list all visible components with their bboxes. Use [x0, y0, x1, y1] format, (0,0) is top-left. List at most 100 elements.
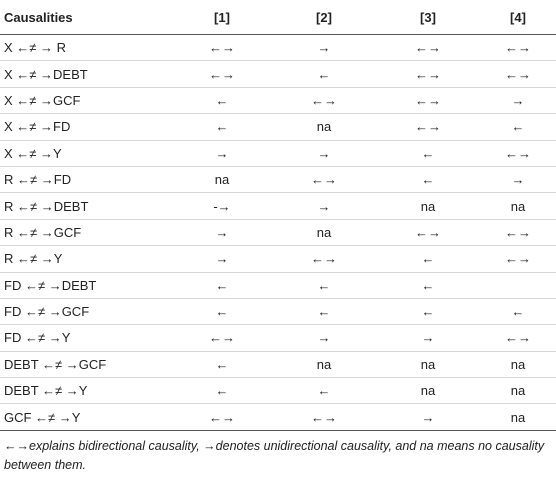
- table-row: R ←≠ →GCF → na ←→ ←→: [0, 219, 556, 247]
- row-label: X ←≠ →DEBT: [0, 60, 172, 88]
- cell: ←→: [480, 324, 556, 352]
- row-label: X ←≠ →Y: [0, 140, 172, 167]
- table-row: GCF ←≠ →Y ←→ ←→ → na: [0, 403, 556, 431]
- cell: ←→: [376, 34, 480, 62]
- cell: ←: [272, 377, 376, 405]
- table-row: X ←≠ →GCF ← ←→ ←→ →: [0, 87, 556, 115]
- table-row: X ←≠ → R ←→ → ←→ ←→: [0, 34, 556, 62]
- cell: ←→: [172, 324, 272, 352]
- cell: ←: [376, 298, 480, 326]
- cell: [480, 272, 556, 299]
- cell: ←: [172, 272, 272, 299]
- cell: na: [480, 403, 556, 431]
- cell: na: [272, 219, 376, 247]
- table-row: FD ←≠ →GCF ← ← ← ←: [0, 298, 556, 326]
- row-label: R ←≠ →Y: [0, 245, 172, 273]
- cell: →: [172, 219, 272, 247]
- row-label: R ←≠ →GCF: [0, 219, 172, 247]
- cell: na: [376, 351, 480, 379]
- table-row: R ←≠ →Y → ←→ ← ←→: [0, 245, 556, 273]
- cell: ←→: [480, 34, 556, 62]
- cell: ←: [272, 272, 376, 299]
- cell: ←→: [480, 140, 556, 167]
- cell: na: [376, 192, 480, 220]
- cell: na: [172, 166, 272, 194]
- cell: ←→: [376, 87, 480, 115]
- column-header: [1]: [172, 0, 272, 35]
- cell: →: [376, 324, 480, 352]
- cell: ←: [376, 140, 480, 167]
- column-header: Causalities: [0, 0, 172, 35]
- row-label: R ←≠ →DEBT: [0, 192, 172, 220]
- column-header: [3]: [376, 0, 480, 35]
- table-row: FD ←≠ →Y ←→ → → ←→: [0, 324, 556, 352]
- cell: ←→: [172, 60, 272, 88]
- cell: ←→: [272, 245, 376, 273]
- row-label: FD ←≠ →DEBT: [0, 272, 172, 299]
- table-row: X ←≠ →DEBT ←→ ← ←→ ←→: [0, 60, 556, 88]
- cell: ←: [480, 113, 556, 141]
- row-label: X ←≠ →FD: [0, 113, 172, 141]
- table-row: DEBT ←≠ →Y ← ← na na: [0, 377, 556, 405]
- row-label: FD ←≠ →GCF: [0, 298, 172, 326]
- cell: ←→: [480, 245, 556, 273]
- cell: na: [480, 192, 556, 220]
- footnote: ←→explains bidirectional causality, →den…: [4, 438, 545, 472]
- cell: →: [272, 34, 376, 62]
- cell: na: [480, 377, 556, 405]
- row-label: FD ←≠ →Y: [0, 324, 172, 352]
- row-label: GCF ←≠ →Y: [0, 403, 172, 431]
- cell: →: [172, 245, 272, 273]
- cell: ←: [172, 351, 272, 379]
- cell: →: [172, 140, 272, 167]
- cell: -→: [172, 192, 272, 220]
- cell: ←: [272, 298, 376, 326]
- column-header: [4]: [480, 0, 556, 35]
- cell: ←: [376, 166, 480, 194]
- cell: na: [272, 351, 376, 379]
- table-row: FD ←≠ →DEBT ← ← ←: [0, 272, 556, 299]
- cell: ←→: [376, 113, 480, 141]
- cell: ←: [172, 298, 272, 326]
- cell: ←→: [480, 60, 556, 88]
- table-row: DEBT ←≠ →GCF ← na na na: [0, 351, 556, 379]
- cell: ←: [172, 113, 272, 141]
- cell: ←→: [272, 403, 376, 431]
- cell: ←→: [272, 87, 376, 115]
- row-label: R ←≠ →FD: [0, 166, 172, 194]
- cell: ←: [480, 298, 556, 326]
- cell: ←→: [272, 166, 376, 194]
- cell: ←: [172, 377, 272, 405]
- header-row: Causalities [1] [2] [3] [4]: [0, 0, 556, 35]
- table-body: X ←≠ → R ←→ → ←→ ←→ X ←≠ →DEBT ←→ ← ←→ ←→ X ←≠ →GC…: [0, 34, 556, 431]
- cell: na: [480, 351, 556, 379]
- cell: ←→: [172, 34, 272, 62]
- cell: ←: [376, 272, 480, 299]
- column-header: [2]: [272, 0, 376, 35]
- cell: ←: [172, 87, 272, 115]
- cell: ←→: [480, 219, 556, 247]
- cell: →: [480, 166, 556, 194]
- row-label: X ←≠ →GCF: [0, 87, 172, 115]
- table-row: X ←≠ →FD ← na ←→ ←: [0, 113, 556, 141]
- cell: ←: [376, 245, 480, 273]
- row-label: DEBT ←≠ →Y: [0, 377, 172, 405]
- cell: →: [480, 87, 556, 115]
- cell: ←: [272, 60, 376, 88]
- cell: na: [272, 113, 376, 141]
- cell: →: [272, 140, 376, 167]
- cell: na: [376, 377, 480, 405]
- cell: ←→: [172, 403, 272, 431]
- row-label: DEBT ←≠ →GCF: [0, 351, 172, 379]
- row-label: X ←≠ → R: [0, 34, 172, 62]
- cell: →: [272, 192, 376, 220]
- causality-table: Causalities [1] [2] [3] [4] X ←≠ → R ←→ → ←→ ←→ X…: [0, 0, 556, 431]
- table-row: R ←≠ →DEBT -→ → na na: [0, 192, 556, 220]
- cell: ←→: [376, 219, 480, 247]
- table-row: X ←≠ →Y → → ← ←→: [0, 140, 556, 167]
- cell: →: [272, 324, 376, 352]
- cell: ←→: [376, 60, 480, 88]
- table-row: R ←≠ →FD na ←→ ← →: [0, 166, 556, 194]
- cell: →: [376, 403, 480, 431]
